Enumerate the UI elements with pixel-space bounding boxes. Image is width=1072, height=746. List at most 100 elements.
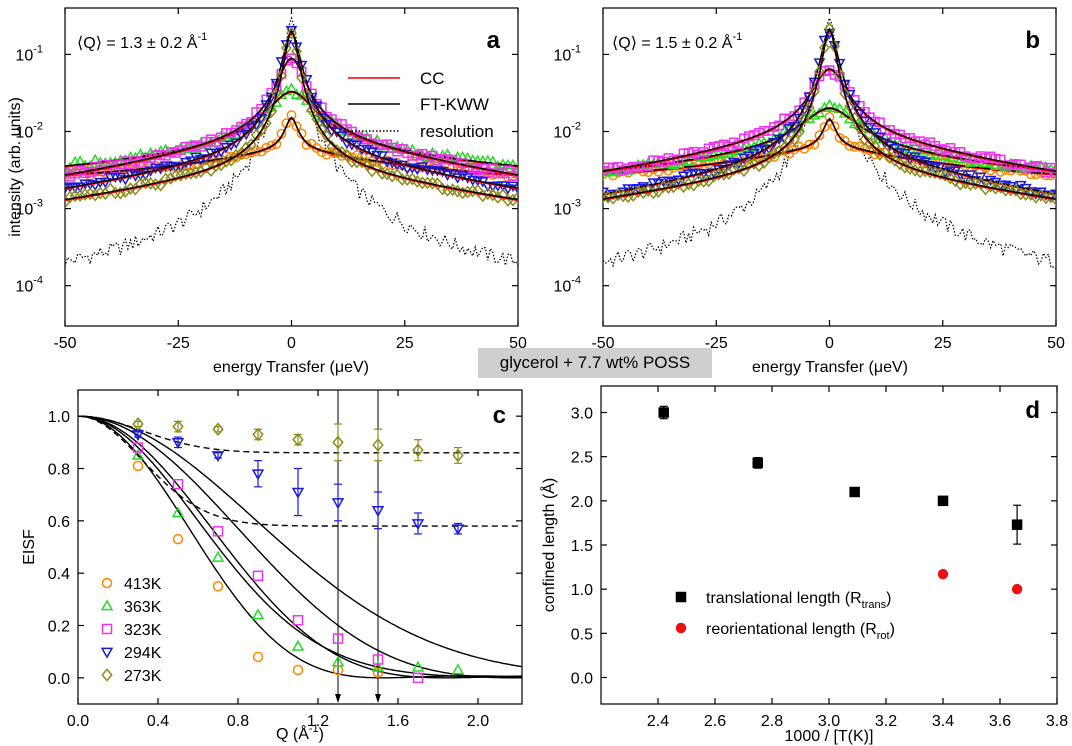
y-tick-base: 10	[553, 279, 571, 296]
data-point-273K	[990, 181, 1001, 195]
x-axis-title-b: energy Transfer (μeV)	[752, 359, 908, 376]
data-point-d_trans	[937, 495, 949, 507]
data-point-d_rot	[1011, 583, 1023, 595]
data-point-273K	[743, 157, 755, 171]
data-point-273K	[1045, 190, 1056, 204]
data-point-413K	[212, 581, 224, 592]
data-point-413K	[1025, 169, 1036, 180]
y-tick-label: 10-3	[553, 198, 581, 219]
data-point-273K	[132, 417, 144, 431]
data-point-273K	[301, 87, 312, 101]
data-point-323K	[172, 478, 184, 490]
data-point-273K	[361, 158, 373, 172]
data-point-294K	[291, 487, 305, 499]
panel-letter-c: c	[493, 402, 506, 429]
data-point-273K	[74, 189, 86, 202]
data-point-323K	[608, 163, 619, 173]
legend-label-text: reorientational length (R	[706, 621, 877, 638]
data-point-413K	[804, 139, 815, 150]
data-point-294K	[361, 144, 373, 156]
data-point-294K	[773, 134, 786, 146]
data-point-363K	[251, 608, 265, 620]
eisf-fit-curve	[78, 415, 522, 679]
data-point-413K	[266, 140, 277, 151]
legend-marker-413K	[101, 577, 113, 589]
data-point-273K	[844, 99, 856, 113]
data-point-d_trans	[752, 457, 763, 469]
data-marks-d	[658, 405, 1023, 595]
data-point-273K	[286, 26, 297, 40]
data-point-294K	[512, 184, 518, 196]
data-point-363K	[486, 155, 499, 166]
data-point-323K	[708, 141, 719, 152]
panel-d: 2.4 2.6 2.8 3.0 3.2 3.4 3.6 3.8 0.0 0.5 1.0 1.5 2.0 2…	[539, 385, 1068, 745]
data-point-273K	[834, 67, 845, 81]
y-tick-exponent: -1	[571, 43, 581, 55]
legend-marker-273K	[101, 668, 113, 682]
ftkww-fit-curve-323K	[65, 57, 518, 176]
data-point-413K	[172, 533, 184, 545]
y-tick-base: 10	[15, 125, 33, 142]
data-point-323K	[226, 127, 237, 138]
legend-d: translational length (Rtrans)reorientati…	[675, 590, 895, 642]
data-point-273K	[292, 432, 304, 447]
y-tick-label: 0.0	[48, 671, 70, 688]
data-point-363K	[331, 655, 345, 667]
data-marks-a	[65, 16, 518, 267]
y-tick-exponent: -2	[33, 121, 43, 133]
data-point-294K	[200, 154, 212, 165]
x-tick-label: 3.4	[932, 713, 954, 730]
data-point-413K	[372, 667, 384, 678]
data-point-323K	[513, 168, 518, 179]
data-point-323K	[442, 154, 453, 165]
legend-marker-323K	[101, 623, 113, 635]
data-point-273K	[864, 137, 876, 151]
y-tick-label: 10-1	[15, 43, 43, 64]
data-point-294K	[174, 162, 187, 173]
data-point-363K	[603, 163, 609, 175]
q-annotation-a: ⟨Q⟩ = 1.3 ± 0.2 Å-1	[77, 31, 207, 52]
data-point-363K	[451, 663, 465, 675]
data-point-323K	[1030, 160, 1041, 171]
data-point-413K	[995, 166, 1006, 177]
data-point-273K	[255, 123, 267, 137]
data-point-323K	[252, 570, 264, 582]
data-point-363K	[1050, 162, 1056, 173]
eisf-fit-curve	[78, 415, 522, 668]
legend-label-323K: 323K	[124, 622, 162, 639]
y-tick-label: 3.0	[571, 406, 593, 423]
data-point-323K	[613, 162, 624, 172]
data-point-294K	[189, 152, 202, 164]
data-point-363K	[131, 448, 145, 460]
data-point-323K	[1051, 168, 1056, 179]
legend-label-subscript: rot	[877, 630, 890, 642]
q-arrow-head	[335, 694, 341, 703]
series-d_trans	[658, 405, 1023, 545]
data-point-273K	[944, 171, 956, 185]
data-point-363K	[371, 660, 385, 672]
x-tick-label: 2.8	[761, 713, 783, 730]
panel-c: 0.0 0.4 0.8 1.2 1.6 2.0 0.0 0.2 0.4 0.6 0.8 1.0 c E…	[21, 389, 523, 743]
data-point-294K	[502, 184, 514, 195]
data-point-363K	[818, 101, 831, 112]
data-point-323K	[1020, 163, 1031, 174]
x-tick-label: -50	[53, 335, 76, 352]
x-tick-label: -25	[705, 335, 728, 352]
data-point-323K	[648, 155, 659, 166]
legend-label-363K: 363K	[124, 599, 162, 616]
data-point-323K	[180, 141, 191, 152]
y-tick-exponent: -1	[33, 43, 43, 55]
data-point-273K	[728, 163, 740, 176]
data-point-273K	[788, 133, 800, 146]
y-tick-exponent: -3	[571, 198, 581, 210]
data-point-294K	[974, 172, 987, 184]
x-axis-title-c: Q (Å-1)	[276, 723, 324, 743]
data-point-273K	[170, 169, 182, 183]
data-point-363K	[291, 639, 305, 651]
data-point-323K	[412, 672, 424, 684]
data-point-323K	[769, 122, 780, 132]
y-tick-label: 10-3	[15, 198, 43, 219]
x-tick-label: 0	[287, 335, 296, 352]
